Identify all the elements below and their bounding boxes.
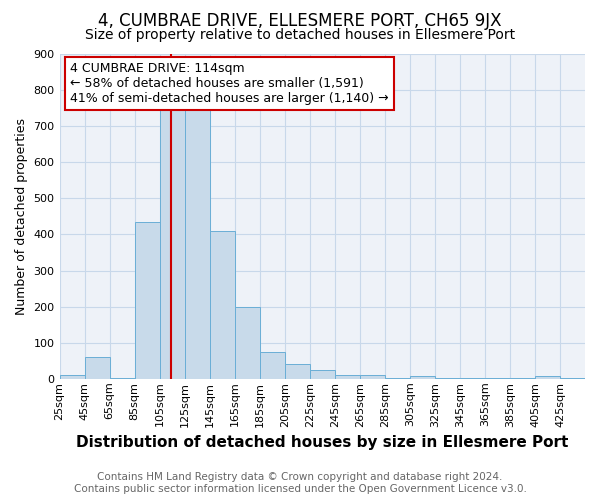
Text: Size of property relative to detached houses in Ellesmere Port: Size of property relative to detached ho… [85,28,515,42]
Y-axis label: Number of detached properties: Number of detached properties [15,118,28,315]
Bar [310,370,335,379]
Bar [460,378,485,379]
Bar [535,376,560,379]
Bar [410,376,435,379]
Bar [85,357,110,379]
Text: 4 CUMBRAE DRIVE: 114sqm
← 58% of detached houses are smaller (1,591)
41% of semi: 4 CUMBRAE DRIVE: 114sqm ← 58% of detache… [70,62,389,105]
Bar [260,352,285,379]
Text: 4, CUMBRAE DRIVE, ELLESMERE PORT, CH65 9JX: 4, CUMBRAE DRIVE, ELLESMERE PORT, CH65 9… [98,12,502,30]
Bar [435,378,460,379]
Bar [510,378,535,379]
Bar [110,378,134,379]
Bar [59,376,85,379]
Bar [209,231,235,379]
Bar [335,376,360,379]
Text: Contains HM Land Registry data © Crown copyright and database right 2024.
Contai: Contains HM Land Registry data © Crown c… [74,472,526,494]
Bar [185,108,209,379]
Bar [134,222,160,379]
Bar [360,376,385,379]
Bar [385,378,410,379]
Bar [560,378,585,379]
Bar [160,108,185,379]
Bar [235,306,260,379]
Bar [485,378,510,379]
Bar [285,364,310,379]
X-axis label: Distribution of detached houses by size in Ellesmere Port: Distribution of detached houses by size … [76,435,568,450]
